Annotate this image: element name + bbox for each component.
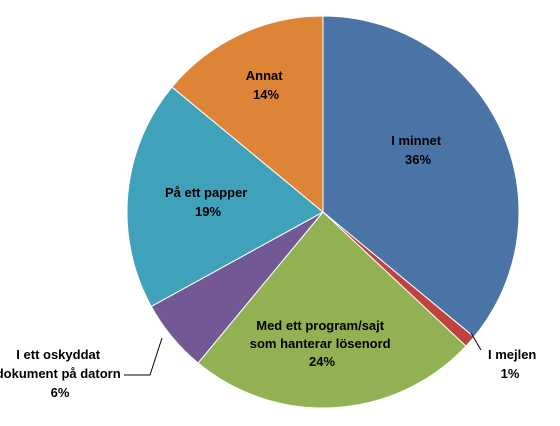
leader-lines (124, 332, 482, 376)
pie-slices (126, 15, 520, 409)
pie-slice-4 (126, 86, 324, 308)
label-papper-name: På ett papper (165, 185, 247, 200)
label-annat: Annat 14% (246, 68, 286, 102)
label-dokument-line2: dokument på datorn (0, 366, 121, 381)
label-dokument-line1: I ett oskyddat (16, 347, 100, 362)
label-i-mejlen-name: I mejlen (488, 347, 536, 362)
pie-slice-0 (322, 15, 520, 338)
label-i-mejlen: I mejlen 1% (488, 347, 540, 381)
label-i-mejlen-value: 1% (501, 366, 520, 381)
label-papper-value: 19% (195, 204, 221, 219)
label-i-minnet: I minnet 36% (391, 133, 444, 167)
label-dokument-value: 6% (51, 385, 70, 400)
slice-labels: I minnet 36% I mejlen 1% Med ett program… (0, 68, 540, 400)
pie-slice-5 (171, 15, 324, 214)
label-annat-value: 14% (253, 87, 279, 102)
pie-slice-2 (197, 211, 467, 409)
label-papper: På ett papper 19% (165, 185, 251, 219)
label-i-minnet-value: 36% (405, 152, 431, 167)
leader-line-dokument (124, 337, 163, 376)
leader-line-i-mejlen (470, 332, 482, 351)
label-program-line2: som hanterar lösenord (250, 336, 391, 351)
label-annat-name: Annat (246, 68, 284, 83)
label-i-minnet-name: I minnet (391, 133, 442, 148)
label-program: Med ett program/sajt som hanterar löseno… (250, 318, 395, 369)
label-dokument: I ett oskyddat dokument på datorn 6% (0, 347, 124, 400)
label-program-line1: Med ett program/sajt (256, 318, 385, 333)
label-program-value: 24% (309, 354, 335, 369)
